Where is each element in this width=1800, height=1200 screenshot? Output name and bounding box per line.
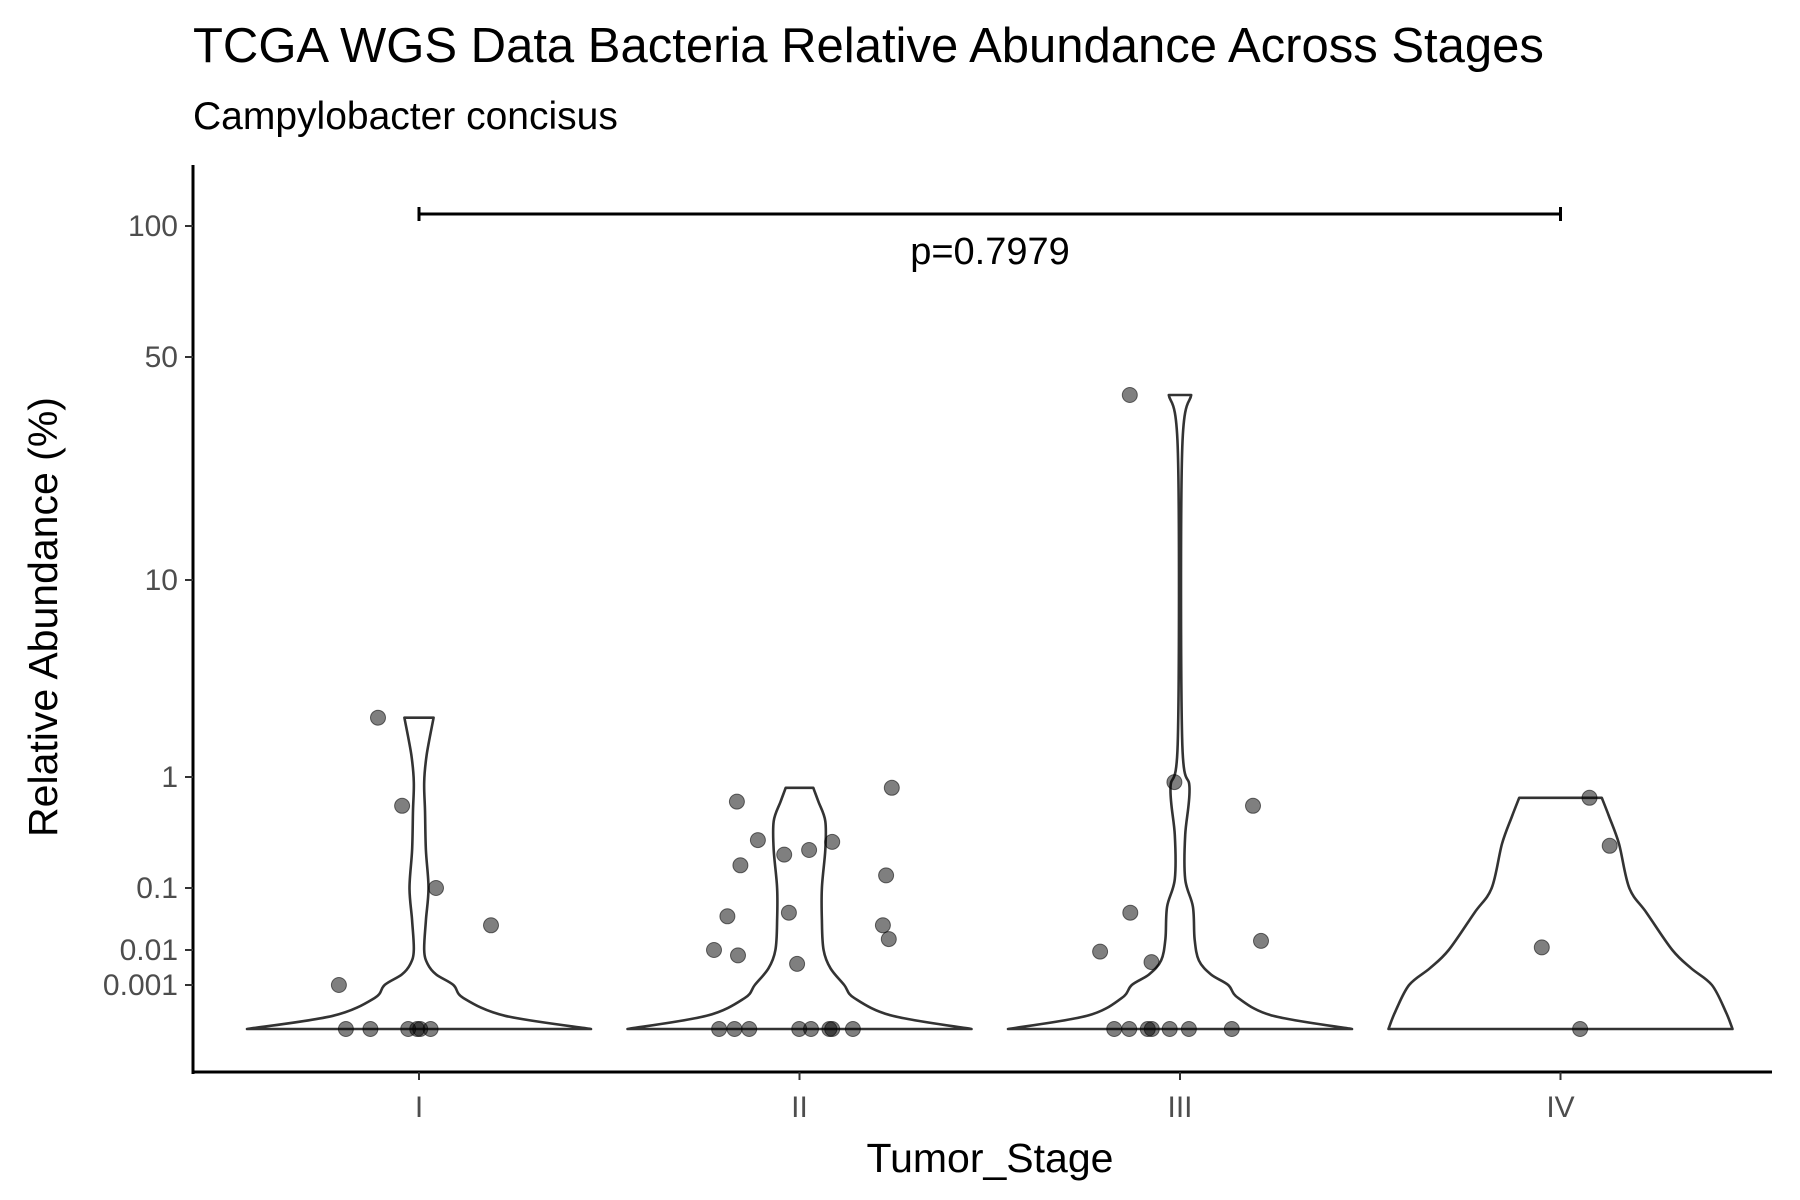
data-point	[370, 709, 386, 726]
p-value-label: p=0.7979	[910, 231, 1070, 273]
data-point	[1245, 797, 1261, 814]
data-point	[776, 846, 793, 863]
data-point	[1601, 837, 1618, 854]
data-point	[711, 1021, 728, 1037]
y-tick-label: 1	[161, 761, 178, 794]
y-axis-label: Relative Abundance (%)	[20, 397, 66, 837]
data-point	[749, 832, 766, 849]
data-point	[878, 867, 895, 884]
x-ticks: I II III IV	[415, 1072, 1575, 1124]
x-tick-label: III	[1167, 1091, 1192, 1124]
data-point	[880, 931, 897, 948]
data-point	[844, 1021, 861, 1037]
data-point	[883, 779, 900, 796]
data-point	[1161, 1021, 1178, 1037]
bracket-line	[417, 207, 1562, 221]
data-point	[337, 1021, 354, 1037]
chart-subtitle: Campylobacter concisus	[193, 95, 618, 138]
violin-I	[245, 716, 593, 1031]
data-point	[874, 917, 891, 934]
data-point	[1143, 1021, 1160, 1037]
data-point	[732, 857, 749, 874]
chart-title: TCGA WGS Data Bacteria Relative Abundanc…	[193, 19, 1544, 73]
data-point	[730, 947, 746, 964]
data-point	[1106, 1021, 1123, 1037]
data-point	[428, 880, 444, 896]
y-tick-label: 10	[145, 564, 178, 597]
y-tick-label: 0.001	[103, 969, 178, 1002]
data-point	[824, 833, 841, 850]
data-point	[803, 1021, 819, 1037]
data-point	[330, 977, 347, 993]
data-point	[1122, 904, 1139, 921]
x-axis-label: Tumor_Stage	[867, 1135, 1114, 1181]
data-point	[719, 908, 736, 925]
x-tick-label: IV	[1546, 1091, 1574, 1124]
data-point	[741, 1021, 758, 1037]
data-point	[1143, 954, 1160, 971]
x-tick-label: II	[791, 1091, 808, 1124]
x-tick-label: I	[415, 1091, 423, 1124]
y-tick-label: 100	[128, 210, 178, 243]
data-point	[1180, 1021, 1197, 1037]
data-point	[728, 793, 745, 810]
data-point	[412, 1021, 429, 1037]
data-point	[1533, 939, 1550, 956]
data-point	[789, 955, 806, 972]
violins-layer	[245, 393, 1734, 1031]
y-tick-label: 0.1	[136, 872, 178, 905]
data-point	[1092, 943, 1109, 960]
data-point	[801, 842, 818, 858]
data-point	[1121, 387, 1138, 403]
violin-IV	[1387, 796, 1734, 1031]
y-tick-label: 0.01	[120, 934, 178, 967]
data-point	[824, 1021, 841, 1037]
data-point	[1572, 1021, 1589, 1037]
data-point	[1121, 1021, 1138, 1037]
data-point	[726, 1021, 743, 1037]
data-point	[483, 917, 499, 934]
violin-II	[626, 786, 973, 1031]
data-point	[1581, 789, 1598, 806]
data-point	[1253, 932, 1269, 949]
significance-bracket: p=0.7979	[417, 207, 1562, 273]
y-tick-label: 50	[145, 341, 178, 374]
violin-III	[1006, 393, 1354, 1031]
data-point	[394, 797, 411, 814]
data-point	[1223, 1021, 1240, 1037]
data-point	[706, 942, 722, 958]
points-layer	[330, 387, 1618, 1037]
data-point	[362, 1021, 379, 1037]
data-point	[780, 904, 797, 921]
data-point	[1166, 774, 1183, 791]
